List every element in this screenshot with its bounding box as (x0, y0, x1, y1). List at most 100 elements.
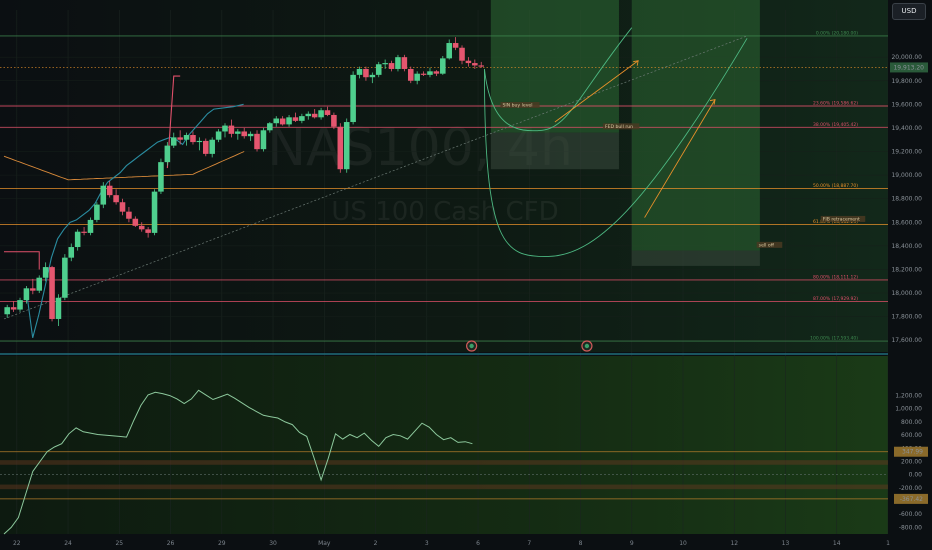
price-tag: 19,913.20 (893, 64, 924, 71)
projection-zones (490, 0, 760, 266)
osc-tag-bg (894, 493, 928, 504)
candle-body (87, 219, 94, 233)
stop-zone-2 (631, 250, 760, 266)
candle-body (158, 162, 164, 192)
candle-body (311, 113, 318, 118)
candle-body (164, 145, 171, 163)
candle-body (209, 139, 215, 154)
candle-body (55, 297, 62, 319)
candle-body (30, 288, 36, 291)
candle-body (446, 43, 452, 59)
time-tick: 6 (476, 540, 480, 547)
time-tick: 29 (218, 540, 226, 547)
candle-body (440, 58, 446, 74)
candle-body (151, 191, 158, 233)
candle-body (343, 122, 350, 170)
candle-body (260, 130, 267, 150)
long-zone-2 (631, 0, 760, 251)
candle-body (375, 64, 382, 75)
candle-body (331, 114, 337, 127)
annotation-label: SIN buy level (502, 103, 532, 109)
annotation-label: FED bull run (605, 124, 633, 130)
candle-body (433, 71, 440, 74)
candle-body (228, 125, 235, 134)
time-axis: 22 24 25 26 29 30 May 2 3 6 7 8 9 10 12 13 14 1 (0, 536, 932, 550)
candle-body (292, 117, 299, 121)
annotation-label: sell off (759, 242, 775, 248)
candle-body (420, 73, 427, 75)
target-arrow-1-head (633, 60, 639, 66)
candle-body (318, 110, 324, 118)
candle-body (132, 218, 139, 226)
candle-body (452, 43, 459, 48)
price-tick: 18,600.00 (891, 219, 922, 226)
time-tick: 10 (679, 540, 687, 547)
candle-body (299, 116, 305, 121)
candle-body (68, 247, 75, 258)
osc-tag: -367.42 (900, 496, 923, 503)
indicators (3, 35, 748, 338)
time-tick: 1 (886, 540, 890, 547)
candle-body (145, 229, 151, 233)
candle-body (196, 140, 203, 143)
time-tick: 30 (269, 540, 277, 547)
candle-body (395, 57, 401, 69)
fib-level-label: 23.60% (19,586.62) (813, 100, 858, 106)
candle-body (337, 126, 344, 170)
candle-body (472, 63, 478, 66)
osc-tick: 600.00 (901, 432, 922, 439)
osc-band-upper (0, 460, 888, 465)
long-zone-1 (490, 0, 619, 133)
candle-body (241, 131, 247, 137)
candle-body (459, 47, 465, 61)
candle-body (190, 135, 196, 143)
currency-button[interactable]: USD (892, 3, 926, 20)
time-axis-bg (0, 536, 932, 550)
price-tick: 19,000.00 (891, 172, 922, 179)
candle-body (427, 71, 433, 75)
osc-tick: 1,000.00 (895, 406, 922, 413)
candle-body (74, 231, 81, 248)
candle-body (235, 131, 241, 134)
candle-body (215, 131, 222, 140)
osc-band-lower (0, 484, 888, 490)
price-tick: 19,200.00 (891, 149, 922, 156)
candle-body (401, 57, 408, 69)
time-tick: 24 (64, 540, 72, 547)
price-tick: 19,400.00 (891, 125, 922, 132)
projection-path-2 (483, 38, 748, 257)
annotation-label: FIB retracement (823, 217, 860, 223)
time-tick: 7 (527, 540, 531, 547)
ema-line (3, 151, 245, 181)
annotation-bg (820, 215, 866, 222)
time-tick: 9 (630, 540, 634, 547)
time-tick: 13 (782, 540, 790, 547)
projections (483, 27, 748, 257)
time-tick: 25 (115, 540, 123, 547)
candle-body (113, 195, 119, 203)
resistance-marker (4, 251, 40, 270)
price-tick: 19,800.00 (891, 78, 922, 85)
time-tick: 14 (833, 540, 841, 547)
time-tick: 3 (425, 540, 429, 547)
candle-body (4, 307, 10, 315)
time-tick: 26 (167, 540, 175, 547)
candle-body (36, 277, 43, 291)
osc-line (3, 389, 473, 535)
candle-body (119, 202, 126, 212)
osc-tick: -800.00 (899, 524, 922, 531)
candle-body (273, 118, 280, 124)
target-arrow-2 (644, 99, 716, 218)
candle-body (356, 68, 363, 75)
candle-body (363, 68, 369, 78)
stop-zone-1 (490, 132, 619, 170)
time-tick: 22 (13, 540, 21, 547)
candles (4, 37, 485, 327)
candle-body (254, 133, 260, 150)
time-tick: May (318, 540, 331, 547)
candle-body (138, 225, 145, 230)
price-tick: 18,000.00 (891, 290, 922, 297)
candle-body (382, 63, 388, 65)
candle-body (478, 65, 485, 67)
